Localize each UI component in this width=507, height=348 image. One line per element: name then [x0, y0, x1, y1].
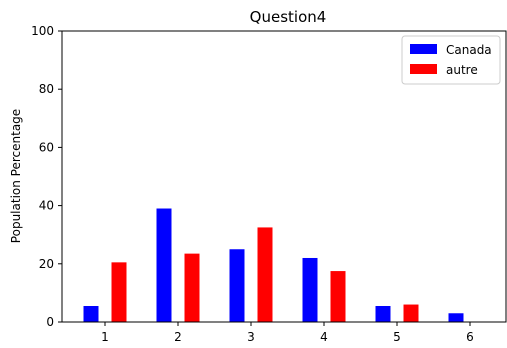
bar-canada-4	[302, 257, 318, 322]
bar-canada-2	[156, 208, 172, 322]
bar-autre-1	[111, 262, 127, 322]
x-tick-label-2: 2	[174, 330, 182, 344]
chart-title: Question4	[250, 8, 327, 26]
x-tick-label-5: 5	[393, 330, 401, 344]
bar-autre-5	[403, 304, 419, 322]
x-tick-label-4: 4	[320, 330, 328, 344]
bar-canada-3	[229, 249, 245, 322]
y-tick-label-0: 0	[46, 315, 54, 329]
bar-autre-3	[257, 227, 273, 322]
y-tick-label-40: 40	[39, 199, 54, 213]
y-axis-label: Population Percentage	[9, 109, 23, 243]
legend-label-canada: Canada	[446, 43, 492, 57]
y-tick-label-80: 80	[39, 82, 54, 96]
x-tick-label-3: 3	[247, 330, 255, 344]
legend-swatch-canada	[410, 44, 437, 54]
legend-label-autre: autre	[446, 63, 478, 77]
bar-canada-6	[448, 313, 464, 322]
x-tick-label-6: 6	[466, 330, 474, 344]
plot-area: 0 20 40 60 80 100 1 2 3 4 5 6	[31, 24, 507, 344]
bar-autre-4	[330, 271, 346, 322]
y-tick-label-60: 60	[39, 140, 54, 154]
y-tick-label-20: 20	[39, 257, 54, 271]
legend: Canada autre	[401, 35, 501, 85]
bar-autre-2	[184, 253, 200, 322]
legend-swatch-autre	[410, 64, 437, 74]
plot-frame	[61, 30, 507, 323]
y-tick-label-100: 100	[31, 24, 54, 38]
x-tick-label-1: 1	[101, 330, 109, 344]
bar-canada-1	[83, 306, 99, 322]
bar-canada-5	[375, 306, 391, 322]
